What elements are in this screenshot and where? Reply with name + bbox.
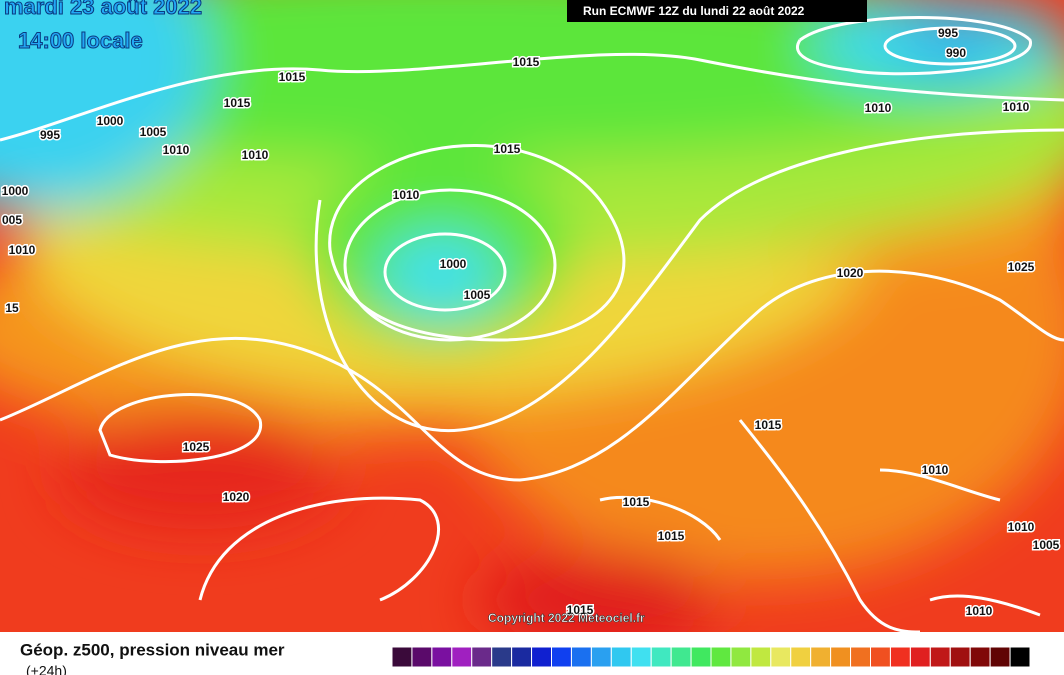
isobar-label: 1005: [1033, 538, 1060, 552]
isobar-label: 1015: [567, 603, 594, 617]
isobar-label: 1005: [140, 125, 167, 139]
color-swatch: [570, 646, 592, 668]
map: 995 1000 1005 1010 1015 1015 1010 1015 1015 1010 1…: [0, 0, 1064, 632]
isobar-label: 1000: [440, 257, 467, 271]
run-info: Run ECMWF 12Z du lundi 22 août 2022: [583, 4, 805, 18]
color-swatch: [929, 646, 951, 668]
isobar-label: 1010: [9, 243, 36, 257]
color-bar: [391, 646, 1031, 668]
isobar-label: 995: [40, 128, 60, 142]
color-swatch: [750, 646, 772, 668]
color-swatch: [511, 646, 533, 668]
color-swatch: [810, 646, 832, 668]
color-swatch: [969, 646, 991, 668]
isobar-label: 1015: [494, 142, 521, 156]
isobar-label: 995: [938, 26, 958, 40]
color-swatch: [770, 646, 792, 668]
isobar-labels: 995 1000 1005 1010 1015 1015 1010 1015 1015 1010 1…: [0, 25, 1061, 620]
color-swatch: [909, 646, 931, 668]
isobar-label: 1010: [1008, 520, 1035, 534]
color-swatch: [431, 646, 453, 668]
color-swatch: [850, 646, 871, 668]
color-swatch: [650, 646, 672, 668]
color-swatch: [690, 646, 712, 668]
isobar-label: 1020: [223, 490, 250, 504]
color-swatch: [590, 646, 612, 668]
isobar-label: 1015: [513, 55, 540, 69]
color-swatch: [870, 646, 891, 668]
isobar-label: 1010: [865, 101, 892, 115]
color-swatch: [610, 646, 632, 668]
isobar-label: 1000: [97, 114, 124, 128]
color-swatch: [949, 646, 971, 668]
isobar-label: 1020: [837, 266, 864, 280]
color-swatch: [989, 646, 1011, 668]
color-swatch: [1009, 646, 1031, 668]
color-swatch: [391, 646, 413, 668]
copyright: Copyright 2022 Meteociel.fr: [488, 611, 645, 625]
color-swatch: [411, 646, 433, 668]
isobar-label: 1015: [623, 495, 650, 509]
isobar-label: 1025: [1008, 260, 1035, 274]
isobar-label: 1015: [658, 529, 685, 543]
isobar-label: 1015: [224, 96, 251, 110]
color-swatch: [451, 646, 473, 668]
color-swatch: [730, 646, 752, 668]
isobar-label: 1010: [1003, 100, 1030, 114]
legend-subtitle: (+24h): [26, 663, 67, 675]
isobar-label: 1005: [464, 288, 491, 302]
color-swatch: [630, 646, 652, 668]
color-swatch: [790, 646, 812, 668]
isobar-label: 1010: [393, 188, 420, 202]
isobar-label: 1010: [163, 143, 190, 157]
isobar-label: 1015: [755, 418, 782, 432]
color-swatch: [710, 646, 732, 668]
legend-title: Géop. z500, pression niveau mer: [20, 640, 285, 659]
isobars: [0, 16, 1064, 632]
color-swatch: [830, 646, 852, 668]
color-swatch: [471, 646, 493, 668]
color-swatch: [551, 646, 572, 668]
isobar-label: 1025: [183, 440, 210, 454]
color-swatch: [491, 646, 513, 668]
isobar-label: 15: [5, 301, 19, 315]
isobar-label: 1015: [279, 70, 306, 84]
isobar-label: 1010: [922, 463, 949, 477]
color-swatch: [531, 646, 552, 668]
isobar-label: 1010: [966, 604, 993, 618]
run-box: [567, 0, 867, 22]
color-swatch: [670, 646, 692, 668]
isobar-label: 990: [946, 46, 966, 60]
time-title: 14:00 locale: [18, 28, 143, 53]
isobar-label: 005: [2, 213, 22, 227]
color-swatch: [889, 646, 911, 668]
isobar-label: 1000: [2, 184, 29, 198]
date-title: mardi 23 août 2022: [4, 0, 202, 19]
isobar-label: 1010: [242, 148, 269, 162]
